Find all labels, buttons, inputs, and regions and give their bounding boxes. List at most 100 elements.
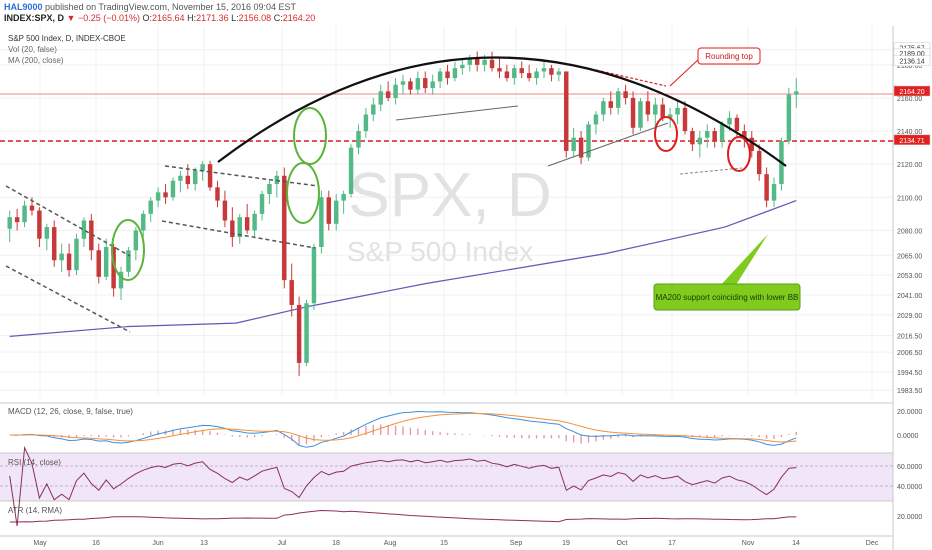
note-text: MA200 support coinciding with lower BB: [656, 293, 799, 302]
candle-body: [37, 210, 42, 239]
candle-body: [445, 71, 450, 79]
candle-body: [170, 180, 176, 198]
candle-body: [200, 164, 205, 171]
candle-body: [771, 184, 777, 201]
y-tick-label: 2006.50: [897, 350, 922, 357]
candle-body: [593, 114, 599, 125]
candle-body: [244, 217, 250, 231]
published-info: published on TradingView.com, November 1…: [45, 2, 297, 12]
candle-body: [586, 124, 591, 158]
candle-body: [734, 117, 740, 132]
candle-body: [653, 104, 658, 115]
time-axis[interactable]: May 16 Jun 13 Jul 18 Aug 15 Sep 19 Oct 17 Nov 14 Dec: [33, 540, 878, 547]
candle-body: [408, 81, 413, 90]
candle-body: [615, 91, 621, 108]
candle-body: [89, 220, 94, 251]
candle-body: [59, 253, 64, 261]
ohlc-open: 2165.64: [152, 13, 185, 23]
ohlc-open-label: O:: [142, 13, 153, 23]
green-circle-3: [293, 107, 327, 165]
candle-body: [667, 114, 673, 118]
candle-body: [363, 114, 369, 132]
candle-body: [282, 175, 287, 281]
candle-body: [534, 71, 539, 79]
candle-body: [81, 220, 87, 239]
flag-upper-line: [164, 165, 319, 187]
note-box: [653, 283, 801, 311]
y-tick-label: 2080.00: [897, 228, 922, 235]
x-tick-label: 15: [440, 540, 448, 547]
candle-body: [690, 131, 695, 145]
candle-body: [378, 91, 383, 105]
ohlc-high: 2171.36: [196, 13, 229, 23]
chart-header: HAL9000 published on TradingView.com, No…: [0, 0, 932, 26]
x-tick-label: 19: [562, 540, 570, 547]
candle-body: [578, 137, 584, 158]
watermark-name: S&P 500 Index: [347, 236, 533, 267]
candle-body: [452, 68, 458, 79]
candle-body: [719, 124, 725, 142]
atr-label: ATR (14, RMA): [8, 506, 62, 515]
candle-body: [14, 217, 20, 223]
ma200-note[interactable]: MA200 support coinciding with lower BB: [653, 234, 801, 311]
candle-body: [519, 68, 524, 74]
price-axis[interactable]: 2189.00 2180.00 2160.00 2140.00 2120.00 2100.…: [897, 48, 922, 521]
rounding-top-callout[interactable]: Rounding top: [669, 47, 761, 87]
y-tick-label: 2160.00: [897, 96, 922, 103]
x-tick-label: 13: [200, 540, 208, 547]
candle-body: [215, 187, 220, 201]
x-tick-label: Jun: [152, 540, 163, 547]
macd-label: MACD (12, 26, close, 9, false, true): [8, 407, 133, 416]
candle-body: [415, 78, 421, 90]
candle-body: [400, 81, 406, 85]
rsi-line: [9, 445, 797, 527]
x-tick-label: Oct: [617, 540, 628, 547]
candle-body: [549, 68, 554, 75]
candle-body: [504, 71, 510, 79]
price-badge: [893, 134, 931, 146]
candle-body: [786, 94, 792, 142]
candle-body: [742, 131, 747, 138]
grey-dashed-line: [679, 167, 743, 175]
candle-body: [148, 200, 153, 214]
callout-box: [697, 47, 761, 65]
candle-body: [66, 253, 72, 271]
legend-volume: Vol (20, false): [8, 45, 57, 54]
candle-body: [385, 91, 391, 98]
x-tick-label: Nov: [742, 540, 755, 547]
candle-body: [564, 71, 569, 151]
macd-y-label: 20.0000: [897, 409, 922, 416]
candle-body: [74, 238, 79, 271]
candle-body: [252, 213, 257, 231]
price-badge-label: 2189.00: [899, 51, 924, 58]
red-circle-1: [654, 116, 678, 152]
candle-body: [178, 175, 183, 181]
author-name[interactable]: HAL9000: [4, 2, 43, 12]
flag-lower-line: [161, 220, 316, 249]
candle-body: [764, 174, 769, 201]
chart-grid: [0, 26, 893, 396]
candle-body: [237, 217, 242, 238]
candle-body: [423, 78, 428, 89]
candle-body: [660, 104, 665, 118]
legend-title: S&P 500 Index, D, INDEX-CBOE: [8, 34, 126, 43]
candle-body: [259, 193, 265, 214]
candle-body: [794, 91, 799, 95]
rounding-top-arc: [217, 56, 787, 167]
candle-body: [638, 101, 643, 128]
candle-body: [118, 271, 124, 289]
candle-body: [727, 117, 732, 125]
price-chart[interactable]: SPX, D S&P 500 Index S&P 500 Index, D, I…: [0, 26, 932, 550]
macd-line: [9, 410, 797, 448]
green-circle-1: [111, 219, 145, 281]
candle-body: [185, 175, 191, 185]
x-tick-label: 18: [332, 540, 340, 547]
candle-body: [541, 68, 547, 72]
candle-body: [497, 68, 502, 72]
candle-body: [207, 164, 213, 188]
candle-body: [333, 200, 339, 224]
candle-body: [571, 137, 576, 151]
y-tick-label: 2120.00: [897, 162, 922, 169]
candle-body: [489, 59, 495, 69]
